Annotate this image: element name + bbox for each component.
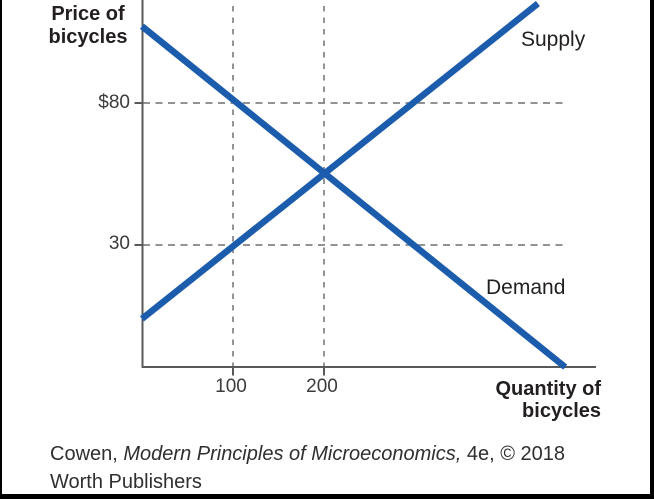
- supply-curve: [139, 1, 540, 322]
- demand-curve-label: Demand: [486, 276, 566, 299]
- citation: Cowen, Modern Principles of Microeconomi…: [50, 440, 640, 494]
- x-axis-title-line2: bicycles: [522, 400, 601, 422]
- y-axis-title-line1: Price of: [51, 3, 125, 25]
- supply-curve-label: Supply: [521, 28, 586, 51]
- quantity-tick-label-200: 200: [306, 376, 338, 397]
- y-axis-title-line2: bicycles: [48, 26, 128, 48]
- supply-demand-chart: [134, 0, 596, 376]
- demand-curve: [139, 23, 568, 370]
- citation-line1: Cowen, Modern Principles of Microeconomi…: [50, 440, 640, 468]
- price-tick-label-80: $80: [98, 92, 130, 113]
- quantity-tick-label-100: 100: [215, 376, 247, 397]
- citation-edition-year: 4e, © 2018: [461, 443, 565, 465]
- price-tick-label-30: 30: [108, 233, 130, 254]
- citation-book-title: Modern Principles of Microeconomics,: [123, 443, 462, 465]
- x-axis-title: Quantity of bicycles: [441, 378, 601, 422]
- citation-author: Cowen,: [50, 443, 124, 465]
- y-axis-title: Price of bicycles: [40, 3, 136, 49]
- x-axis-title-line1: Quantity of: [495, 378, 601, 400]
- citation-publisher: Worth Publishers: [50, 471, 202, 493]
